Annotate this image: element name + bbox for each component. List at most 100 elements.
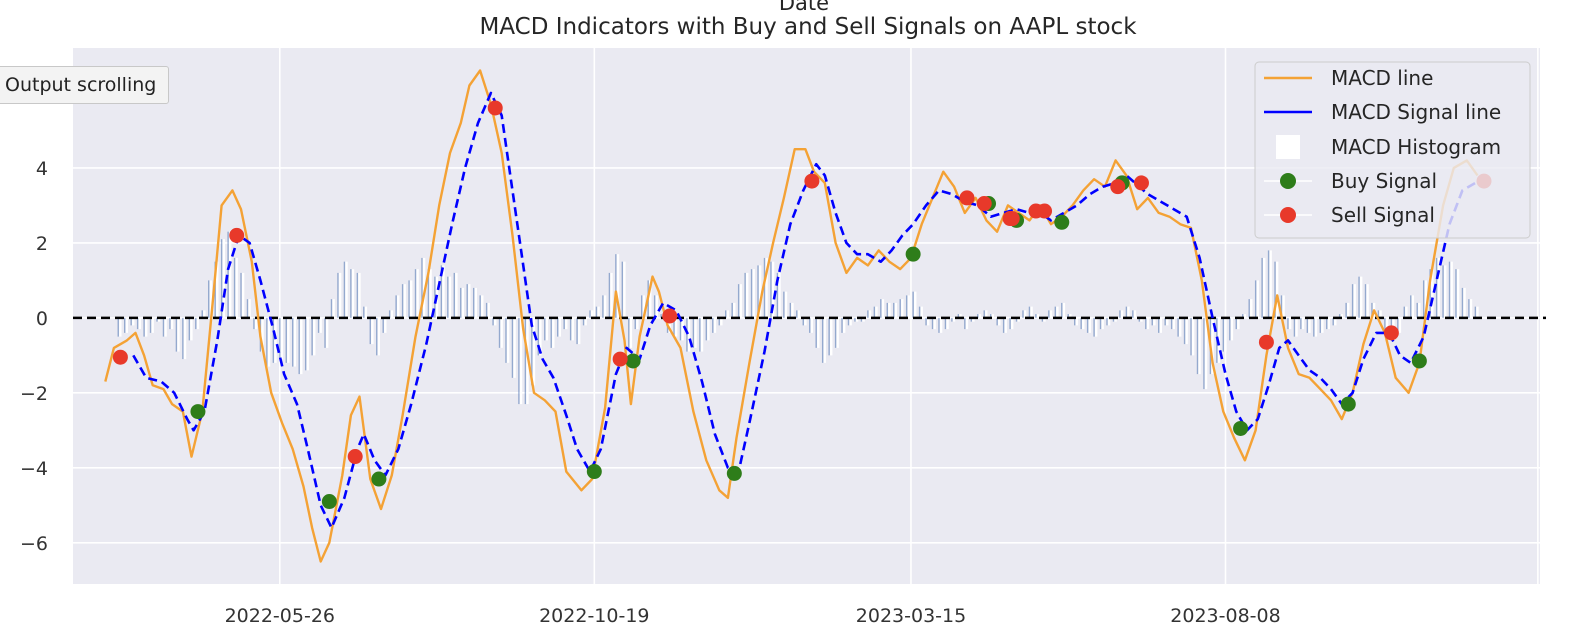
histogram-bar xyxy=(802,317,804,326)
sell-signal-marker xyxy=(804,173,820,189)
buy-signal-marker xyxy=(1233,420,1249,436)
histogram-bar-edge xyxy=(571,317,574,341)
histogram-bar xyxy=(1326,317,1328,330)
histogram-bar-edge xyxy=(1334,317,1337,326)
histogram-bar-edge xyxy=(1166,317,1169,326)
histogram-bar xyxy=(1106,317,1108,326)
histogram-bar xyxy=(1164,317,1166,326)
sell-signal-marker xyxy=(1004,211,1020,227)
histogram-bar xyxy=(1448,261,1451,318)
histogram-bar-edge xyxy=(1456,269,1460,318)
histogram-bar-edge xyxy=(920,306,923,318)
histogram-bar xyxy=(886,302,888,318)
histogram-bar xyxy=(505,317,507,363)
histogram-bar xyxy=(1313,317,1315,337)
histogram-bar xyxy=(414,269,417,318)
histogram-bar xyxy=(1190,317,1192,356)
histogram-bar-edge xyxy=(888,302,891,318)
histogram-bar xyxy=(1222,317,1225,352)
buy-signal-marker xyxy=(371,471,387,487)
legend-label: Buy Signal xyxy=(1331,169,1437,193)
legend-handle-histogram xyxy=(1276,135,1300,159)
sell-signal-marker xyxy=(347,449,363,465)
histogram-bar xyxy=(1177,317,1179,337)
histogram-bar-edge xyxy=(261,317,264,352)
histogram-bar-edge xyxy=(144,317,148,337)
histogram-bar-edge xyxy=(1379,310,1382,318)
histogram-bar-edge xyxy=(1224,317,1227,352)
histogram-bar xyxy=(867,310,869,318)
histogram-bar-edge xyxy=(933,317,936,330)
histogram-bar xyxy=(983,310,985,318)
histogram-bar xyxy=(472,287,475,318)
histogram-bar xyxy=(731,302,733,318)
histogram-bar xyxy=(699,317,701,352)
histogram-bar xyxy=(589,310,591,318)
sell-signal-marker xyxy=(1110,179,1126,195)
histogram-bar xyxy=(970,317,972,322)
legend-label: MACD Histogram xyxy=(1331,135,1501,159)
histogram-bar-edge xyxy=(293,317,297,367)
histogram-bar-edge xyxy=(687,317,691,352)
histogram-bar-edge xyxy=(1127,306,1130,318)
histogram-bar-edge xyxy=(306,317,309,371)
histogram-bar-edge xyxy=(804,317,807,326)
histogram-bar xyxy=(388,310,391,318)
histogram-bar xyxy=(363,306,365,318)
histogram-bar-edge xyxy=(1295,317,1298,337)
sell-signal-marker xyxy=(662,308,678,324)
histogram-bar-edge xyxy=(842,317,846,333)
histogram-bar-edge xyxy=(429,269,432,318)
histogram-bar xyxy=(653,295,656,318)
histogram-bar xyxy=(292,317,294,367)
histogram-bar xyxy=(1158,317,1160,333)
histogram-bar-edge xyxy=(1049,310,1053,318)
histogram-bar xyxy=(220,239,223,318)
histogram-bar xyxy=(544,317,546,341)
histogram-bar-edge xyxy=(274,317,277,363)
histogram-bar xyxy=(1112,317,1115,322)
legend-label: Sell Signal xyxy=(1331,203,1435,227)
histogram-bar-edge xyxy=(313,317,316,356)
histogram-bar-edge xyxy=(674,317,678,337)
histogram-bar xyxy=(453,272,455,318)
x-tick-label: 2023-03-15 xyxy=(856,605,966,627)
histogram-bar-edge xyxy=(1288,317,1292,330)
histogram-bar xyxy=(957,314,960,318)
histogram-bar xyxy=(337,272,339,318)
histogram-bar-edge xyxy=(351,269,355,318)
histogram-bar-edge xyxy=(1476,306,1479,318)
histogram-bar-edge xyxy=(1366,284,1369,318)
histogram-bar xyxy=(324,317,326,348)
histogram-bar xyxy=(1364,284,1367,318)
histogram-bar xyxy=(1093,317,1095,337)
histogram-bar-edge xyxy=(758,265,762,318)
histogram-bar xyxy=(1235,317,1237,330)
histogram-bar xyxy=(1397,317,1399,333)
x-tick-label: 2022-05-26 xyxy=(225,605,335,627)
histogram-bar xyxy=(854,317,856,322)
histogram-bar-edge xyxy=(1062,302,1066,318)
histogram-bar-edge xyxy=(623,261,626,318)
histogram-bar xyxy=(156,317,158,322)
histogram-bar xyxy=(1384,317,1386,333)
histogram-bar-edge xyxy=(235,257,238,318)
histogram-bar-edge xyxy=(875,306,878,318)
histogram-bar xyxy=(893,302,895,318)
histogram-bar xyxy=(1099,317,1102,330)
histogram-bar-edge xyxy=(823,317,826,363)
buy-signal-marker xyxy=(1411,353,1427,369)
histogram-bar-edge xyxy=(151,317,154,333)
histogram-bar-edge xyxy=(836,317,839,348)
histogram-bar xyxy=(1371,302,1373,318)
histogram-bar-edge xyxy=(377,317,381,356)
histogram-bar xyxy=(621,261,624,318)
histogram-bar xyxy=(1332,317,1334,326)
histogram-bar xyxy=(1248,299,1250,318)
histogram-bar xyxy=(860,317,863,322)
histogram-bar-edge xyxy=(1114,317,1117,322)
histogram-bar-edge xyxy=(1094,317,1098,337)
histogram-bar xyxy=(279,317,281,360)
histogram-bar xyxy=(686,317,688,352)
y-tick-label: −2 xyxy=(20,383,48,405)
